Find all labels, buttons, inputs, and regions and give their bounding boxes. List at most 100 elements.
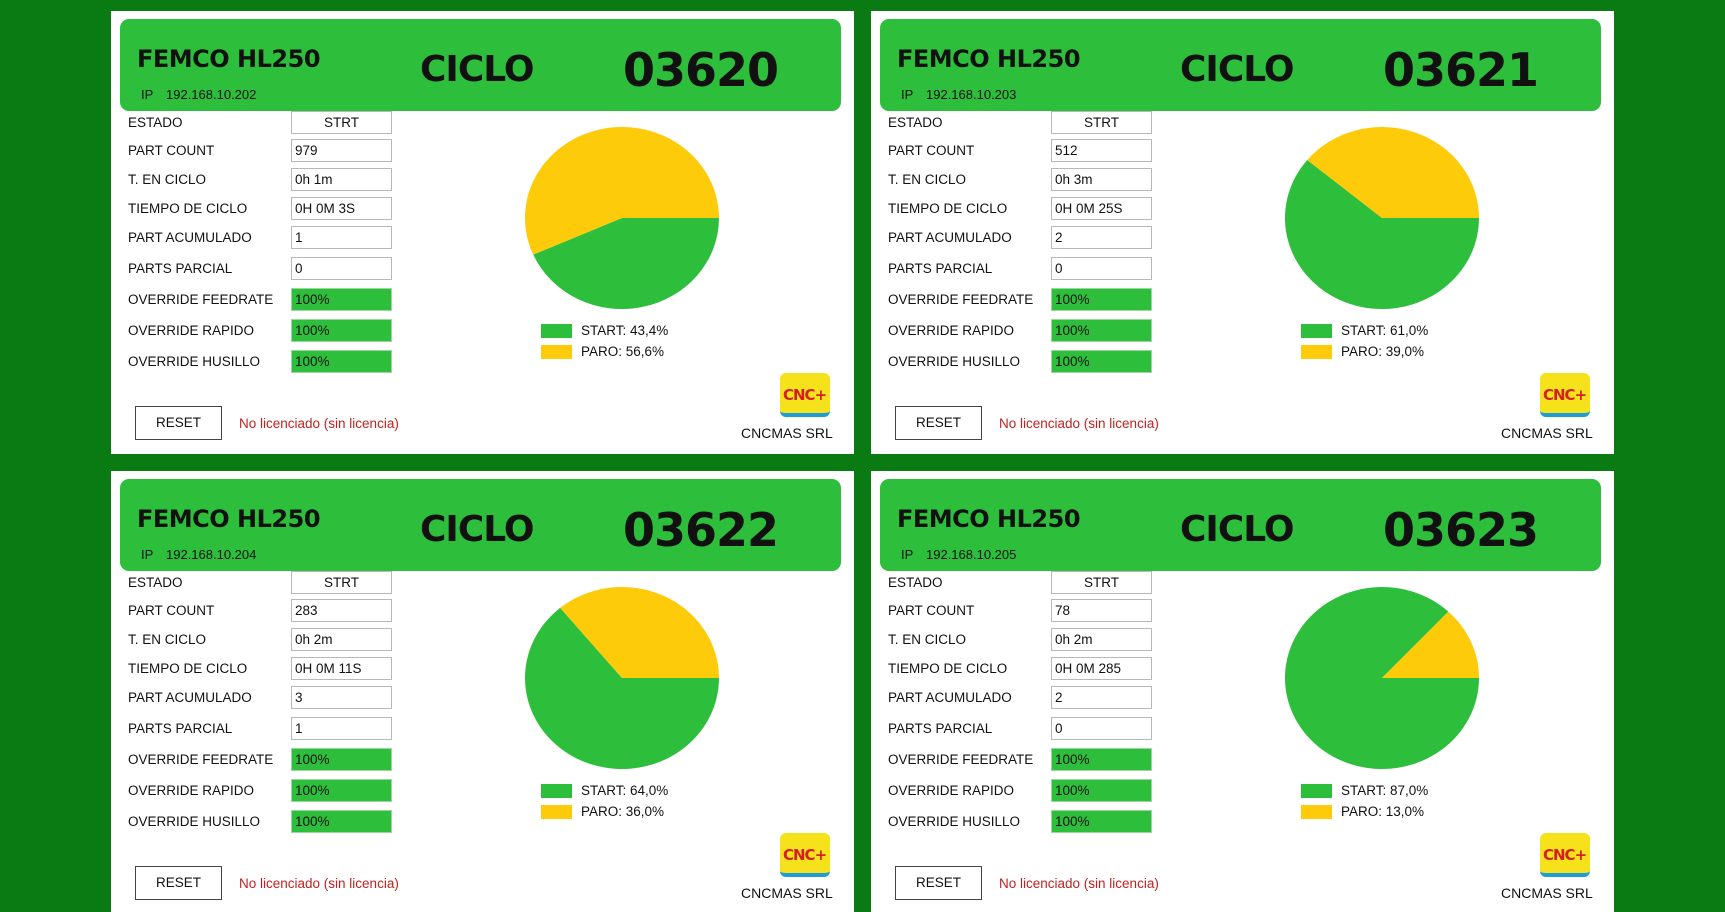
- cncmas-logo: CNC+: [1540, 373, 1590, 417]
- t-en-ciclo-field: 0h 1m: [291, 168, 392, 191]
- pie-slice-paro: [525, 126, 719, 255]
- part-acumulado-label: PART ACUMULADO: [128, 690, 252, 705]
- panel-header: FEMCO HL250 IP 192.168.10.205 CICLO 0362…: [880, 479, 1601, 571]
- ciclo-label: CICLO: [420, 49, 534, 90]
- part-count-field: 78: [1051, 599, 1152, 622]
- machine-panel-3: FEMCO HL250 IP 192.168.10.204 CICLO 0362…: [111, 471, 854, 912]
- estado-field: STRT: [1051, 111, 1152, 134]
- tiempo-de-ciclo-label: TIEMPO DE CICLO: [128, 661, 248, 676]
- t-en-ciclo-label: T. EN CICLO: [888, 632, 967, 647]
- t-en-ciclo-label: T. EN CICLO: [888, 172, 967, 187]
- machine-name: FEMCO HL250: [897, 45, 1081, 73]
- machine-panel-1: FEMCO HL250 IP 192.168.10.202 CICLO 0362…: [111, 11, 854, 454]
- parts-parcial-field: 0: [1051, 717, 1152, 740]
- override-rapido-label: OVERRIDE RAPIDO: [128, 783, 255, 798]
- ciclo-number: 03622: [623, 503, 779, 557]
- t-en-ciclo-label: T. EN CICLO: [128, 632, 207, 647]
- estado-field: STRT: [291, 571, 392, 594]
- logo-text: CNC+: [783, 386, 827, 404]
- parts-parcial-field: 0: [1051, 257, 1152, 280]
- pie-chart: [525, 587, 719, 769]
- tiempo-de-ciclo-label: TIEMPO DE CICLO: [888, 661, 1008, 676]
- parts-parcial-label: PARTS PARCIAL: [888, 721, 993, 736]
- legend-start-text: START: 61,0%: [1341, 323, 1429, 338]
- override-husillo-field: 100%: [291, 350, 392, 373]
- panel-header: FEMCO HL250 IP 192.168.10.202 CICLO 0362…: [120, 19, 841, 111]
- reset-button[interactable]: RESET: [895, 406, 982, 440]
- override-feedrate-field: 100%: [1051, 288, 1152, 311]
- part-acumulado-field: 1: [291, 226, 392, 249]
- machine-name: FEMCO HL250: [137, 505, 321, 533]
- reset-button[interactable]: RESET: [895, 866, 982, 900]
- ciclo-number: 03621: [1383, 43, 1539, 97]
- legend-paro-text: PARO: 13,0%: [1341, 804, 1425, 819]
- company-name: CNCMAS SRL: [1501, 425, 1593, 441]
- part-count-label: PART COUNT: [128, 143, 215, 158]
- part-count-label: PART COUNT: [888, 143, 975, 158]
- part-count-field: 283: [291, 599, 392, 622]
- license-status: No licenciado (sin licencia): [239, 876, 399, 891]
- legend-start-swatch: [1301, 324, 1332, 338]
- override-husillo-field: 100%: [291, 810, 392, 833]
- logo-text: CNC+: [1543, 386, 1587, 404]
- part-count-label: PART COUNT: [888, 603, 975, 618]
- pie-slice-start: [525, 607, 719, 769]
- legend-paro-text: PARO: 36,0%: [581, 804, 665, 819]
- license-status: No licenciado (sin licencia): [239, 416, 399, 431]
- ciclo-label: CICLO: [420, 509, 534, 550]
- pie-chart: [1285, 587, 1479, 769]
- ip-value: 192.168.10.203: [926, 87, 1017, 102]
- override-husillo-field: 100%: [1051, 810, 1152, 833]
- reset-button[interactable]: RESET: [135, 406, 222, 440]
- ciclo-number: 03620: [623, 43, 779, 97]
- override-rapido-field: 100%: [1051, 779, 1152, 802]
- pie-slice-paro: [560, 587, 719, 678]
- legend-paro-text: PARO: 56,6%: [581, 344, 665, 359]
- ciclo-label: CICLO: [1180, 509, 1294, 550]
- machine-panel-4: FEMCO HL250 IP 192.168.10.205 CICLO 0362…: [871, 471, 1614, 912]
- override-feedrate-label: OVERRIDE FEEDRATE: [128, 752, 274, 767]
- legend-paro-swatch: [1301, 345, 1332, 359]
- parts-parcial-label: PARTS PARCIAL: [888, 261, 993, 276]
- override-husillo-label: OVERRIDE HUSILLO: [888, 354, 1021, 369]
- tiempo-de-ciclo-field: 0H 0M 11S: [291, 657, 392, 680]
- part-acumulado-field: 3: [291, 686, 392, 709]
- legend-start-swatch: [541, 784, 572, 798]
- part-acumulado-label: PART ACUMULADO: [128, 230, 252, 245]
- estado-label: ESTADO: [128, 115, 183, 130]
- reset-button[interactable]: RESET: [135, 866, 222, 900]
- legend-start-text: START: 64,0%: [581, 783, 669, 798]
- estado-label: ESTADO: [888, 575, 943, 590]
- estado-field: STRT: [1051, 571, 1152, 594]
- legend-start-text: START: 87,0%: [1341, 783, 1429, 798]
- pie-slice-start: [533, 218, 719, 309]
- override-feedrate-field: 100%: [291, 748, 392, 771]
- ciclo-number: 03623: [1383, 503, 1539, 557]
- panel-header: FEMCO HL250 IP 192.168.10.203 CICLO 0362…: [880, 19, 1601, 111]
- ip-label: IP: [141, 87, 154, 102]
- legend-paro-text: PARO: 39,0%: [1341, 344, 1425, 359]
- override-husillo-label: OVERRIDE HUSILLO: [888, 814, 1021, 829]
- override-feedrate-field: 100%: [291, 288, 392, 311]
- override-husillo-label: OVERRIDE HUSILLO: [128, 354, 261, 369]
- panel-header: FEMCO HL250 IP 192.168.10.204 CICLO 0362…: [120, 479, 841, 571]
- pie-chart: [525, 126, 719, 309]
- legend-start-swatch: [1301, 784, 1332, 798]
- override-rapido-field: 100%: [1051, 319, 1152, 342]
- license-status: No licenciado (sin licencia): [999, 416, 1159, 431]
- license-status: No licenciado (sin licencia): [999, 876, 1159, 891]
- legend-start-text: START: 43,4%: [581, 323, 669, 338]
- t-en-ciclo-field: 0h 3m: [1051, 168, 1152, 191]
- estado-label: ESTADO: [128, 575, 183, 590]
- pie-slice-paro: [1382, 611, 1479, 678]
- estado-label: ESTADO: [888, 115, 943, 130]
- pie-slice-paro: [1307, 127, 1479, 218]
- part-acumulado-label: PART ACUMULADO: [888, 230, 1012, 245]
- part-acumulado-label: PART ACUMULADO: [888, 690, 1012, 705]
- pie-slice-start: [1285, 159, 1479, 310]
- tiempo-de-ciclo-field: 0H 0M 25S: [1051, 197, 1152, 220]
- t-en-ciclo-field: 0h 2m: [291, 628, 392, 651]
- parts-parcial-field: 0: [291, 257, 392, 280]
- override-rapido-field: 100%: [291, 779, 392, 802]
- part-count-label: PART COUNT: [128, 603, 215, 618]
